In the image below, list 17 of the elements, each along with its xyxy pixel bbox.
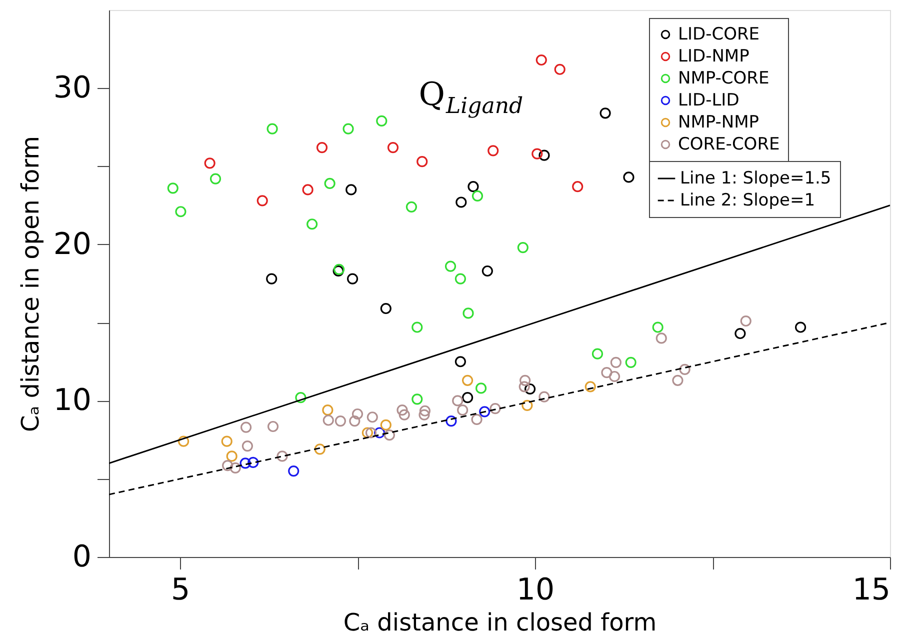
legend-label: LID-NMP <box>678 46 750 66</box>
legend-label: NMP-CORE <box>678 68 770 88</box>
y-tick-label: 10 <box>53 383 92 418</box>
x-tick-label: 5 <box>170 572 190 608</box>
x-axis-title: Cₐ distance in closed form <box>343 608 657 636</box>
legend-label: Line 1: Slope=1.5 <box>680 168 832 188</box>
legend-label: CORE-CORE <box>678 134 780 154</box>
y-tick-label: 30 <box>53 70 92 106</box>
legend-label: LID-CORE <box>678 24 760 44</box>
x-tick-label: 15 <box>852 572 890 608</box>
x-tick-label: 10 <box>516 572 555 608</box>
legend-label: NMP-NMP <box>678 112 760 132</box>
legend-label: LID-LID <box>678 90 740 110</box>
legend-label: Line 2: Slope=1 <box>680 190 816 210</box>
y-tick-label: 20 <box>53 226 92 262</box>
y-tick-label: 0 <box>72 540 92 574</box>
y-axis-title: Cₐ distance in open form <box>16 136 44 432</box>
